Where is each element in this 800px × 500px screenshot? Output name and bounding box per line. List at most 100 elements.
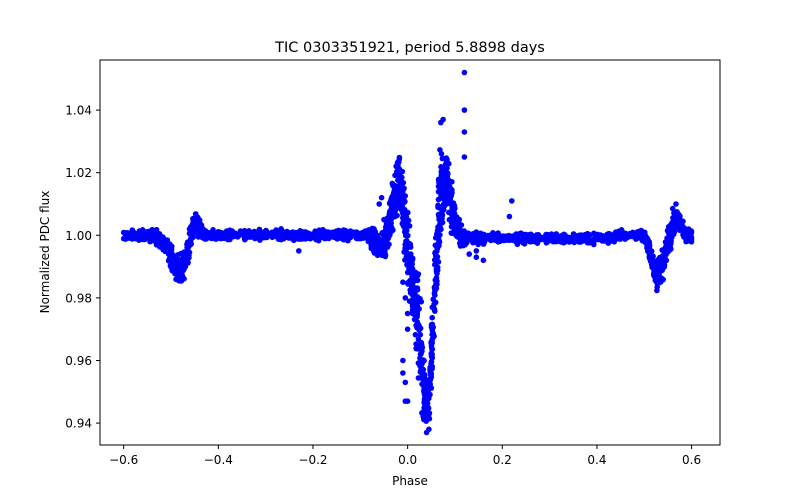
data-point: [530, 234, 537, 241]
data-point: [340, 236, 347, 243]
data-point: [305, 231, 312, 237]
data-point: [438, 226, 444, 233]
data-point: [237, 228, 244, 234]
data-point: [570, 231, 577, 237]
data-point: [139, 227, 146, 233]
data-point: [273, 233, 280, 239]
data-point: [416, 306, 422, 312]
x-tick-label: −0.2: [298, 453, 327, 467]
data-point: [418, 339, 425, 346]
data-point: [334, 236, 341, 242]
data-point: [353, 235, 360, 242]
y-axis-ticks: 0.94 0.96 0.98 1.00 1.02 1.04: [65, 104, 100, 431]
data-point: [599, 238, 605, 244]
data-point: [686, 232, 693, 238]
data-point: [419, 359, 426, 366]
x-tick-label: −0.4: [204, 453, 233, 467]
data-point: [400, 357, 406, 364]
data-point: [434, 278, 440, 284]
data-point: [404, 398, 411, 405]
data-point: [432, 292, 438, 299]
data-point: [458, 222, 465, 228]
data-point: [185, 260, 191, 266]
data-point: [421, 374, 428, 381]
data-point: [432, 308, 438, 314]
data-point: [642, 229, 648, 236]
y-axis-label: Normalized PDC flux: [38, 191, 52, 314]
data-point: [463, 230, 470, 236]
data-point: [428, 374, 435, 380]
data-point: [419, 348, 425, 355]
y-tick-label: 1.00: [65, 229, 92, 243]
data-point: [424, 400, 431, 407]
data-point: [294, 235, 300, 242]
data-point: [663, 257, 670, 264]
data-point: [135, 234, 142, 240]
data-point: [404, 326, 411, 333]
data-point: [246, 233, 252, 239]
data-point: [415, 271, 422, 277]
y-tick-label: 1.02: [65, 166, 92, 180]
data-point: [646, 239, 653, 246]
data-point: [450, 200, 457, 206]
data-point: [605, 240, 612, 246]
data-point: [140, 236, 146, 242]
data-point: [566, 235, 572, 241]
data-point: [473, 229, 480, 235]
data-point: [461, 129, 468, 135]
y-tick-label: 0.98: [65, 291, 92, 305]
data-point: [120, 235, 127, 242]
data-point: [405, 232, 411, 239]
data-point: [210, 227, 216, 233]
data-point: [436, 242, 442, 249]
data-point: [677, 213, 683, 219]
data-point: [307, 235, 314, 242]
chart-title: TIC 0303351921, period 5.8898 days: [274, 40, 545, 56]
data-point: [390, 227, 396, 233]
data-point: [434, 270, 440, 277]
data-point: [400, 200, 407, 207]
data-point: [400, 370, 406, 376]
data-point: [437, 232, 443, 238]
data-point: [660, 276, 666, 283]
data-point: [428, 343, 435, 350]
data-point: [314, 235, 320, 241]
data-point: [431, 301, 437, 308]
data-point: [120, 229, 127, 236]
data-point: [345, 237, 351, 244]
data-point: [466, 251, 473, 257]
data-point: [439, 215, 445, 222]
data-point: [405, 217, 412, 224]
data-point: [680, 218, 686, 225]
data-point: [617, 234, 624, 241]
data-point: [403, 227, 410, 234]
data-point: [417, 325, 424, 332]
data-point: [686, 227, 693, 234]
data-point: [461, 154, 468, 160]
data-point: [654, 284, 660, 290]
data-point: [216, 234, 222, 240]
data-point: [409, 261, 416, 267]
data-point: [401, 193, 407, 199]
data-point: [547, 237, 554, 243]
data-point: [402, 295, 409, 301]
data-point: [414, 277, 421, 284]
data-point: [429, 314, 436, 321]
data-point: [586, 236, 592, 242]
data-point: [461, 69, 468, 76]
data-point: [586, 231, 592, 238]
data-point: [412, 331, 419, 338]
data-point: [480, 257, 487, 264]
data-point: [439, 219, 446, 226]
data-point: [149, 233, 155, 240]
data-point: [509, 198, 515, 204]
data-point: [449, 179, 455, 185]
data-point: [399, 174, 405, 181]
data-point: [561, 236, 568, 243]
data-point: [426, 382, 433, 389]
data-point: [667, 245, 674, 251]
data-point: [445, 171, 451, 177]
data-point: [225, 231, 232, 237]
data-point: [450, 204, 457, 210]
